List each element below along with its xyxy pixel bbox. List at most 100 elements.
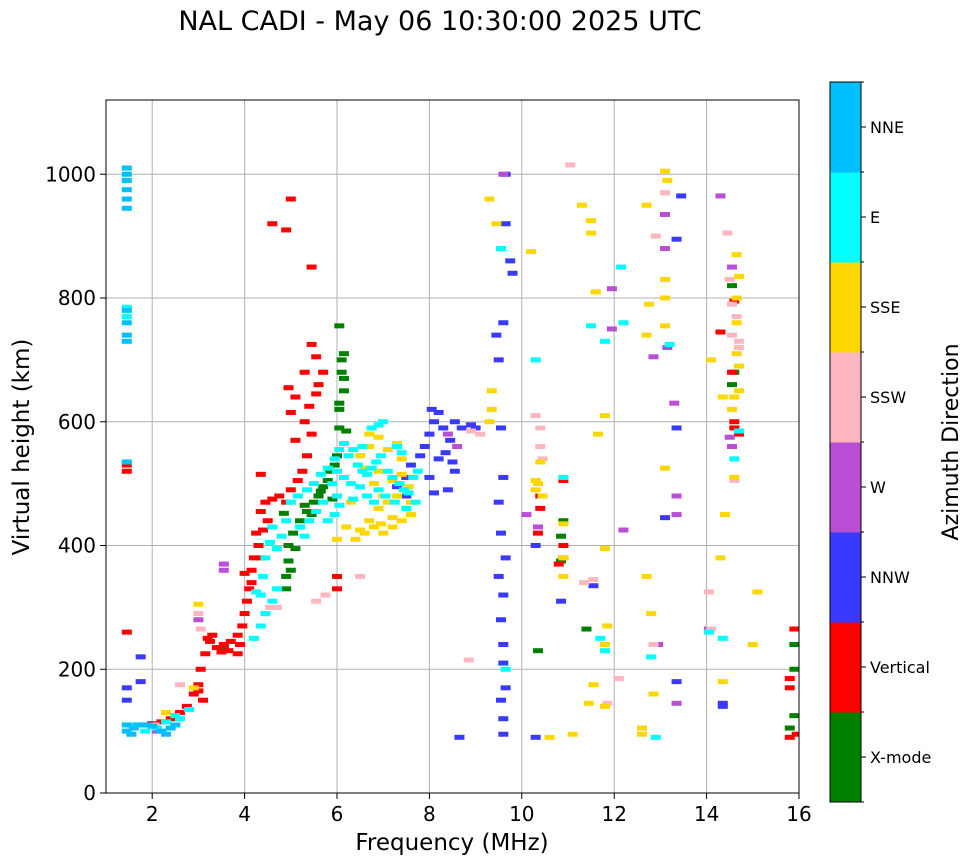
- data-point-sse: [373, 434, 384, 440]
- data-point-e: [334, 447, 345, 453]
- data-point-sse: [752, 589, 763, 595]
- data-point-x-mode: [218, 645, 229, 651]
- data-point-e: [265, 539, 276, 545]
- data-point-vertical: [791, 731, 799, 737]
- data-point-e: [248, 635, 259, 641]
- data-point-w: [532, 524, 543, 530]
- data-point-nnw: [493, 499, 504, 505]
- data-point-e: [408, 474, 419, 480]
- data-point-x-mode: [334, 323, 345, 329]
- data-point-e: [616, 264, 627, 270]
- data-point-sse: [491, 221, 502, 227]
- data-point-e: [410, 499, 421, 505]
- data-point-nne: [121, 307, 132, 313]
- data-point-vertical: [311, 391, 322, 397]
- data-point-ssw: [650, 233, 661, 239]
- data-point-sse: [373, 468, 384, 474]
- data-point-vertical: [193, 688, 204, 694]
- data-point-nnw: [660, 515, 671, 521]
- data-point-ssw: [733, 338, 744, 344]
- data-point-e: [304, 518, 315, 524]
- data-point-sse: [161, 710, 172, 716]
- data-point-e: [373, 487, 384, 493]
- data-point-ssw: [588, 577, 599, 583]
- data-point-ssw: [537, 456, 548, 462]
- data-point-vertical: [260, 499, 271, 505]
- data-point-w: [715, 193, 726, 199]
- data-point-vertical: [729, 419, 740, 425]
- colorbar-segment-e: [830, 172, 861, 263]
- data-point-nnw: [135, 679, 146, 685]
- data-point-x-mode: [308, 499, 319, 505]
- data-point-sse: [392, 440, 403, 446]
- data-point-sse: [648, 691, 659, 697]
- data-point-vertical: [216, 649, 227, 655]
- x-axis: 2 4 6 8 10 12 14 16: [146, 793, 812, 826]
- data-point-ssw: [463, 657, 474, 663]
- data-point-nnw: [447, 459, 458, 465]
- data-point-w: [671, 493, 682, 499]
- data-point-nnw: [498, 731, 509, 737]
- data-point-vertical: [290, 437, 301, 443]
- data-point-vertical: [198, 697, 209, 703]
- data-point-nne: [126, 731, 137, 737]
- y-axis-label: Virtual height (km): [9, 339, 35, 556]
- data-point-vertical: [218, 642, 229, 647]
- data-point-nnw: [671, 236, 682, 242]
- data-point-x-mode: [556, 533, 567, 539]
- data-point-x-mode: [313, 493, 324, 499]
- data-point-nne: [147, 723, 158, 729]
- data-point-nnw: [717, 700, 728, 706]
- data-point-nnw: [121, 685, 132, 691]
- data-point-sse: [375, 521, 386, 527]
- data-point-e: [343, 453, 354, 459]
- data-point-e: [394, 481, 405, 487]
- data-point-sse: [537, 493, 548, 499]
- data-point-nnw: [454, 734, 465, 740]
- data-point-sse: [188, 685, 199, 691]
- data-point-nne: [121, 459, 132, 465]
- data-point-sse: [368, 481, 379, 487]
- data-point-w: [498, 171, 509, 177]
- data-point-sse: [599, 413, 610, 419]
- data-point-w: [662, 345, 673, 350]
- data-point-vertical: [784, 676, 795, 682]
- data-point-sse: [350, 536, 361, 542]
- data-point-nne: [165, 725, 176, 731]
- data-point-ssw: [733, 345, 744, 350]
- data-point-sse: [706, 357, 717, 363]
- data-point-x-mode: [306, 512, 317, 518]
- data-point-sse: [576, 202, 587, 208]
- data-point-nnw: [465, 422, 476, 428]
- data-point-e: [295, 524, 306, 530]
- data-point-e: [373, 422, 384, 428]
- data-point-e: [362, 493, 373, 499]
- data-point-sse: [484, 419, 495, 425]
- x-tick-label: 2: [146, 802, 159, 826]
- data-point-nnw: [424, 474, 435, 480]
- data-point-nne: [121, 332, 132, 338]
- data-point-sse: [486, 388, 497, 394]
- data-point-ssw: [703, 589, 714, 595]
- data-point-nne: [121, 728, 132, 734]
- data-point-sse: [602, 623, 613, 629]
- data-point-e: [382, 468, 393, 474]
- data-point-sse: [729, 474, 740, 480]
- data-point-nne: [161, 731, 172, 737]
- data-point-vertical: [225, 638, 236, 644]
- data-point-nnw: [415, 453, 426, 459]
- data-point-x-mode: [532, 648, 543, 654]
- data-point-vertical: [274, 493, 285, 499]
- data-point-sse: [526, 249, 537, 255]
- data-point-ssw: [602, 700, 613, 706]
- data-point-x-mode: [283, 543, 294, 548]
- data-point-ssw: [535, 425, 546, 431]
- x-tick-label: 10: [509, 802, 534, 826]
- data-point-e: [401, 505, 412, 511]
- data-point-sse: [720, 512, 731, 518]
- data-point-w: [671, 512, 682, 518]
- data-point-sse: [747, 642, 758, 647]
- data-point-nnw: [470, 425, 481, 431]
- data-point-vertical: [290, 394, 301, 400]
- data-point-vertical: [297, 468, 308, 474]
